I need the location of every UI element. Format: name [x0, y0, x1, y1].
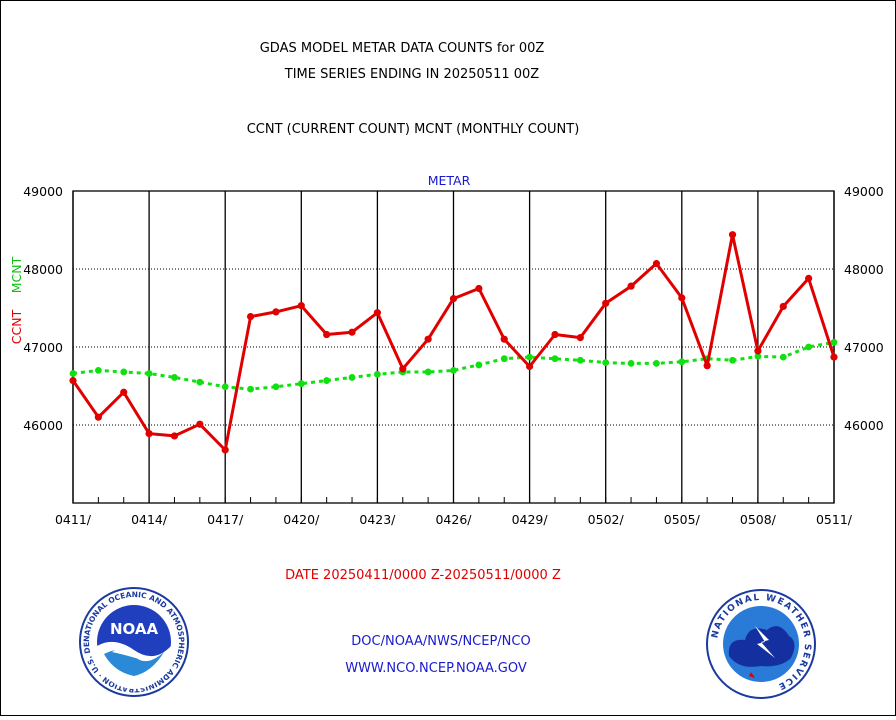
mcnt-point [323, 377, 331, 384]
x-tick-label: 0511/ [816, 512, 853, 527]
ccnt-point [576, 334, 584, 342]
ccnt-point [602, 299, 610, 307]
mcnt-point [830, 338, 838, 346]
org-line[interactable]: DOC/NOAA/NWS/NCEP/NCO [351, 634, 530, 649]
mcnt-point [171, 374, 178, 381]
noaa-logo: NATIONAL OCEANIC AND ATMOSPHERIC ADMINIS… [79, 587, 189, 697]
ccnt-point [551, 330, 559, 339]
plot-border [72, 190, 835, 504]
ccnt-point [297, 302, 305, 310]
mcnt-point [69, 370, 77, 377]
ccnt-point [221, 446, 229, 454]
y-tick-label-left: 48000 [23, 262, 63, 277]
mcnt-point [348, 374, 356, 381]
ccnt-point [120, 388, 128, 396]
series-layer [69, 231, 838, 454]
ccnt-point [272, 308, 280, 316]
ccnt-point [652, 259, 661, 268]
x-tick-label: 0508/ [740, 512, 777, 527]
mcnt-point [120, 368, 128, 376]
chart-title: GDAS MODEL METAR DATA COUNTS for 00Z [260, 41, 545, 56]
series-legend-line: CCNT (CURRENT COUNT) MCNT (MONTHLY COUNT… [247, 122, 580, 137]
x-tick-label: 0414/ [131, 512, 168, 527]
mcnt-point [754, 352, 762, 360]
y-tick-label-right: 47000 [844, 340, 884, 355]
mcnt-point [145, 370, 153, 377]
y-tick-label-left: 46000 [23, 418, 63, 433]
ccnt-point [323, 330, 331, 339]
x-tick-label: 0411/ [55, 512, 92, 527]
ccnt-point [424, 335, 432, 343]
mcnt-point [653, 359, 660, 367]
ccnt-point [779, 302, 787, 311]
mcnt-point [779, 353, 787, 361]
mcnt-point [475, 361, 483, 369]
y-tick-label-right: 48000 [844, 262, 884, 277]
mcnt-point [196, 378, 204, 386]
date-range: DATE 20250411/0000 Z-20250511/0000 Z [285, 568, 561, 583]
noaa-logo-text: NOAA [110, 620, 159, 638]
y-tick-label-right: 49000 [844, 184, 884, 199]
mcnt-point [602, 359, 610, 366]
mcnt-point [551, 355, 559, 363]
x-tick-label: 0417/ [207, 512, 244, 527]
ccnt-axis-label: CCNT [9, 309, 24, 344]
mcnt-point [627, 359, 635, 367]
mcnt-point [450, 367, 457, 374]
x-tick-label: 0423/ [359, 512, 396, 527]
mcnt-point [678, 358, 686, 366]
mcnt-point [526, 353, 533, 361]
ccnt-point [196, 420, 204, 428]
ccnt-point [348, 328, 356, 336]
ccnt-point [703, 362, 711, 370]
mcnt-axis-label: MCNT [9, 256, 24, 293]
ccnt-point [145, 429, 153, 438]
mcnt-point [729, 356, 736, 364]
mcnt-point [424, 368, 432, 376]
ccnt-point [449, 295, 458, 303]
chart-subtitle: TIME SERIES ENDING IN 20250511 00Z [284, 67, 540, 82]
mcnt-point [500, 355, 508, 363]
y-tick-label-left: 47000 [23, 340, 63, 355]
x-tick-label: 0505/ [664, 512, 701, 527]
ccnt-point [754, 347, 762, 355]
ccnt-point [246, 312, 255, 321]
mcnt-point [805, 343, 813, 351]
y-tick-label-left: 49000 [23, 184, 63, 199]
x-tick-label: 0420/ [283, 512, 320, 527]
ccnt-point [170, 432, 179, 440]
x-tick-label: 0426/ [435, 512, 472, 527]
grid-layer [72, 191, 835, 503]
x-tick-label: 0429/ [512, 512, 549, 527]
ccnt-point [728, 231, 737, 239]
mcnt-point [297, 380, 305, 388]
mcnt-point [94, 367, 102, 374]
mcnt-point [247, 385, 254, 393]
panel-title: METAR [428, 173, 471, 188]
ccnt-point [526, 362, 534, 371]
ccnt-point [69, 376, 77, 385]
y-axis-title: CCNT MCNT [9, 256, 24, 344]
mcnt-point [221, 383, 229, 391]
ccnt-point [399, 365, 407, 373]
mcnt-point [272, 383, 280, 391]
x-tick-label: 0502/ [588, 512, 625, 527]
ccnt-point [830, 353, 838, 361]
mcnt-point [576, 356, 584, 364]
axis-layer: 0411/0414/0417/0420/0423/0426/0429/0502/… [23, 184, 884, 527]
nws-logo: NATIONAL WEATHER SERVICE [706, 589, 816, 699]
y-tick-label-right: 46000 [844, 418, 884, 433]
ccnt-point [627, 282, 635, 290]
ccnt-point [373, 309, 381, 317]
ccnt-point [94, 413, 102, 421]
ccnt-point [500, 335, 508, 343]
ccnt-point [678, 294, 686, 302]
mcnt-point [374, 370, 381, 378]
url-link[interactable]: WWW.NCO.NCEP.NOAA.GOV [345, 661, 527, 676]
ccnt-point [475, 284, 483, 293]
ccnt-point [805, 274, 813, 282]
